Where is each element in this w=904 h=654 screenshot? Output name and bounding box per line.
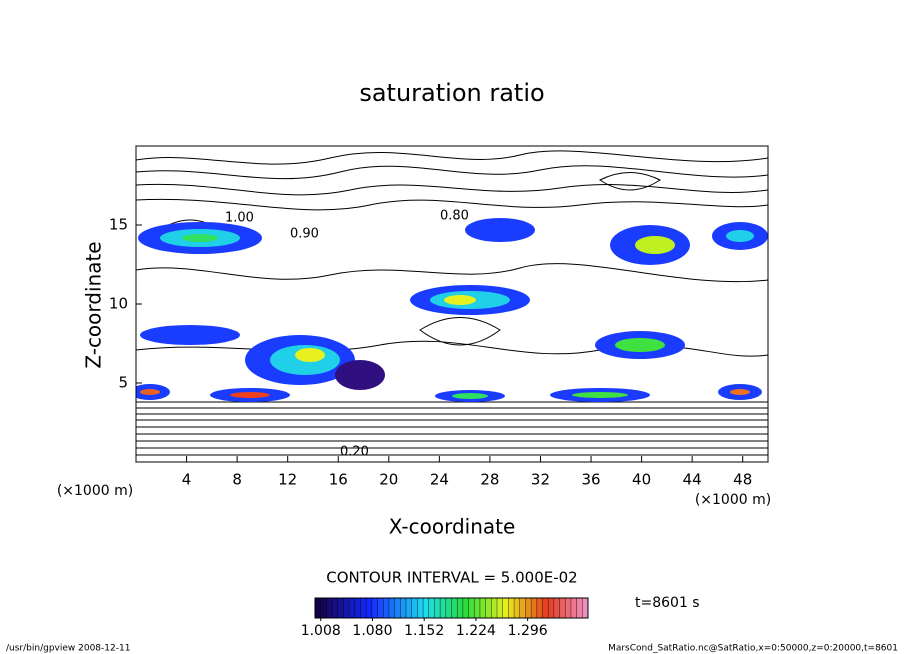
colorbar-cell xyxy=(479,598,487,618)
colorbar-cell xyxy=(417,598,424,618)
colorbar-cell xyxy=(445,598,452,618)
footer-right: MarsCond_SatRatio.nc@SatRatio,x=0:50000,… xyxy=(608,644,898,654)
y-axis-label: Z-coordinate xyxy=(82,241,106,368)
colorbar-cell xyxy=(457,598,464,618)
colorbar-cell xyxy=(497,598,504,618)
colorbar-cell xyxy=(343,598,350,618)
y-tick-label: 10 xyxy=(109,295,128,313)
colorbar-cell xyxy=(519,598,526,618)
colorbar-cell xyxy=(576,598,583,618)
colorbar-cell xyxy=(337,598,344,618)
colorbar-cell xyxy=(542,598,549,618)
footer-left: /usr/bin/gpview 2008-12-11 xyxy=(6,644,130,654)
x-tick-label: 44 xyxy=(683,471,702,489)
blobs xyxy=(136,218,768,402)
contour-label: 0.90 xyxy=(290,227,319,242)
colorbar-cell xyxy=(315,598,322,618)
colorbar-cell xyxy=(485,598,492,618)
colorbar-cell xyxy=(531,598,538,618)
colorbar-cell xyxy=(514,598,521,618)
colorbar-cell xyxy=(400,598,407,618)
colorbar-tick-label: 1.008 xyxy=(301,623,341,639)
colorbar-cell xyxy=(525,598,532,618)
colorbar-cell xyxy=(582,598,589,618)
colorbar-cell xyxy=(536,598,543,618)
y-tick-label: 5 xyxy=(118,374,128,392)
contour-interval: CONTOUR INTERVAL = 5.000E-02 xyxy=(326,569,577,587)
time-label: t=8601 s xyxy=(635,595,700,611)
chart-title: saturation ratio xyxy=(359,79,544,107)
colorbar-cell xyxy=(332,598,339,618)
x-tick-label: 4 xyxy=(182,471,192,489)
colorbar-cell xyxy=(354,598,361,618)
y-tick-label: 15 xyxy=(109,216,128,234)
x-unit: (×1000 m) xyxy=(695,492,771,508)
bottom-layers xyxy=(136,401,768,456)
colorbar-cell xyxy=(320,598,327,618)
x-tick-label: 32 xyxy=(531,471,550,489)
colorbar-tick-label: 1.224 xyxy=(456,623,496,639)
colorbar-cell xyxy=(394,598,401,618)
colorbar-cell xyxy=(377,598,384,618)
colorbar-cell xyxy=(349,598,356,618)
colorbar-cell xyxy=(462,598,470,618)
colorbar-cell xyxy=(502,598,509,618)
x-tick-label: 20 xyxy=(379,471,398,489)
colorbar-cell xyxy=(423,598,430,618)
y-unit: (×1000 m) xyxy=(57,483,133,499)
colorbar-cell xyxy=(326,598,333,618)
contour-label: 1.00 xyxy=(225,211,254,226)
colorbar-cell xyxy=(360,598,367,618)
x-tick-label: 12 xyxy=(278,471,297,489)
contour-label: 0.20 xyxy=(340,445,369,460)
colorbar-cell xyxy=(474,598,481,618)
colorbar-cell xyxy=(565,598,572,618)
colorbar-cell xyxy=(451,598,458,618)
colorbar-tick-label: 1.152 xyxy=(404,623,444,639)
colorbar-cell xyxy=(508,598,515,618)
colorbar-cell xyxy=(553,598,561,618)
x-tick-label: 48 xyxy=(733,471,752,489)
colorbar-cell xyxy=(366,598,373,618)
colorbar-tick-label: 1.080 xyxy=(352,623,392,639)
colorbar-cell xyxy=(411,598,418,618)
colorbar-cell xyxy=(570,598,578,618)
x-axis-label: X-coordinate xyxy=(389,515,516,539)
colorbar-cell xyxy=(434,598,441,618)
x-tick-label: 36 xyxy=(581,471,600,489)
x-tick-label: 8 xyxy=(232,471,242,489)
colorbar-cell xyxy=(406,598,413,618)
colorbar-cell xyxy=(428,598,435,618)
colorbar-cell xyxy=(491,598,498,618)
x-tick-label: 28 xyxy=(480,471,499,489)
colorbar-cell xyxy=(388,598,396,618)
colorbar-frame xyxy=(314,597,589,619)
colorbar-tick-label: 1.296 xyxy=(508,623,548,639)
x-tick-label: 40 xyxy=(632,471,651,489)
colorbar-cell xyxy=(440,598,447,618)
colorbar-cell xyxy=(468,598,475,618)
field xyxy=(136,150,768,456)
colorbar-cell xyxy=(559,598,566,618)
colorbar-cell xyxy=(371,598,379,618)
x-tick-label: 16 xyxy=(329,471,348,489)
colorbar-cell xyxy=(383,598,390,618)
colorbar-cell xyxy=(548,598,555,618)
contour-label: 0.80 xyxy=(440,209,469,224)
x-tick-label: 24 xyxy=(430,471,449,489)
